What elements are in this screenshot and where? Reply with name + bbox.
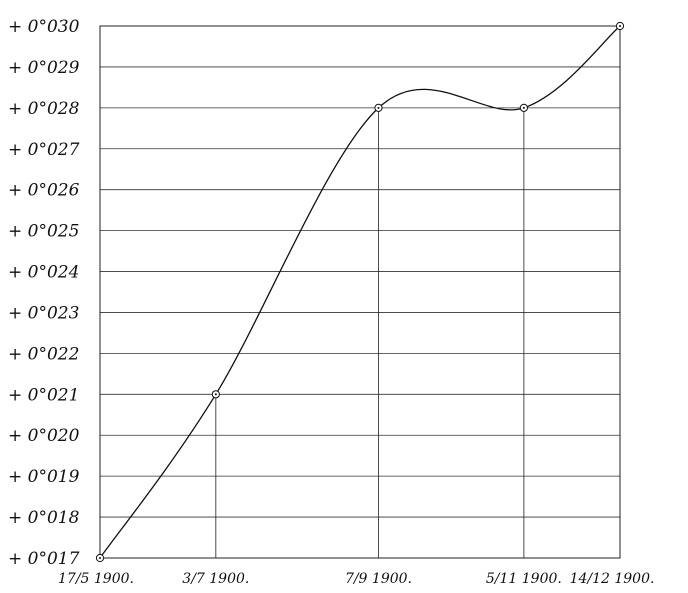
- x-axis-tick-labels: 17/5 1900. 3/7 1900. 7/9 1900. 5/11 1900. 14…: [58, 571, 654, 587]
- y-tick-label: + 0°024: [8, 263, 79, 283]
- y-tick-label: + 0°020: [8, 426, 80, 446]
- y-tick-label: + 0°022: [8, 344, 79, 364]
- y-tick-label: + 0°027: [8, 140, 80, 160]
- x-tick-label: 17/5 1900.: [58, 571, 134, 587]
- x-tick-label: 3/7 1900.: [182, 571, 249, 587]
- y-tick-label: + 0°028: [8, 99, 80, 119]
- y-tick-label: + 0°023: [8, 303, 79, 323]
- grid-lines: [99, 25, 621, 559]
- y-tick-label: + 0°019: [8, 467, 80, 487]
- data-point-center: [619, 25, 621, 27]
- y-tick-label: + 0°025: [8, 222, 79, 242]
- data-curve-group: [99, 25, 621, 559]
- vertical-drop-lines: [215, 107, 525, 558]
- data-point-center: [214, 393, 217, 396]
- x-tick-label: 5/11 1900.: [486, 571, 562, 587]
- x-tick-label: 7/9 1900.: [345, 571, 412, 587]
- x-tick-label: 14/12 1900.: [570, 571, 655, 587]
- y-tick-label: + 0°017: [8, 549, 80, 569]
- data-point-center: [99, 557, 101, 559]
- y-tick-label: + 0°021: [8, 385, 79, 405]
- y-axis-tick-labels: + 0°017 + 0°018 + 0°019 + 0°020 + 0°021 + 0°0…: [8, 17, 80, 569]
- series-line: [99, 25, 621, 559]
- data-point-center: [522, 106, 525, 109]
- y-tick-label: + 0°026: [8, 181, 80, 201]
- plot-frame: [99, 25, 621, 559]
- y-tick-label: + 0°030: [8, 17, 80, 37]
- y-tick-label: + 0°029: [8, 58, 80, 78]
- data-point-center: [377, 106, 380, 109]
- y-tick-label: + 0°018: [8, 508, 80, 528]
- data-points: [95, 21, 625, 563]
